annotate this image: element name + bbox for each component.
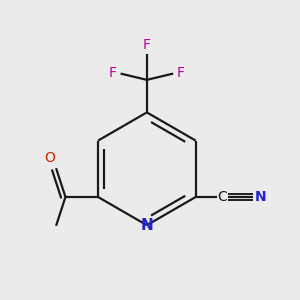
Text: F: F xyxy=(109,66,117,80)
Text: C: C xyxy=(217,190,227,204)
Text: O: O xyxy=(44,151,55,165)
Text: N: N xyxy=(255,190,267,204)
Text: F: F xyxy=(143,38,151,52)
Text: N: N xyxy=(140,218,153,233)
Text: F: F xyxy=(177,66,185,80)
